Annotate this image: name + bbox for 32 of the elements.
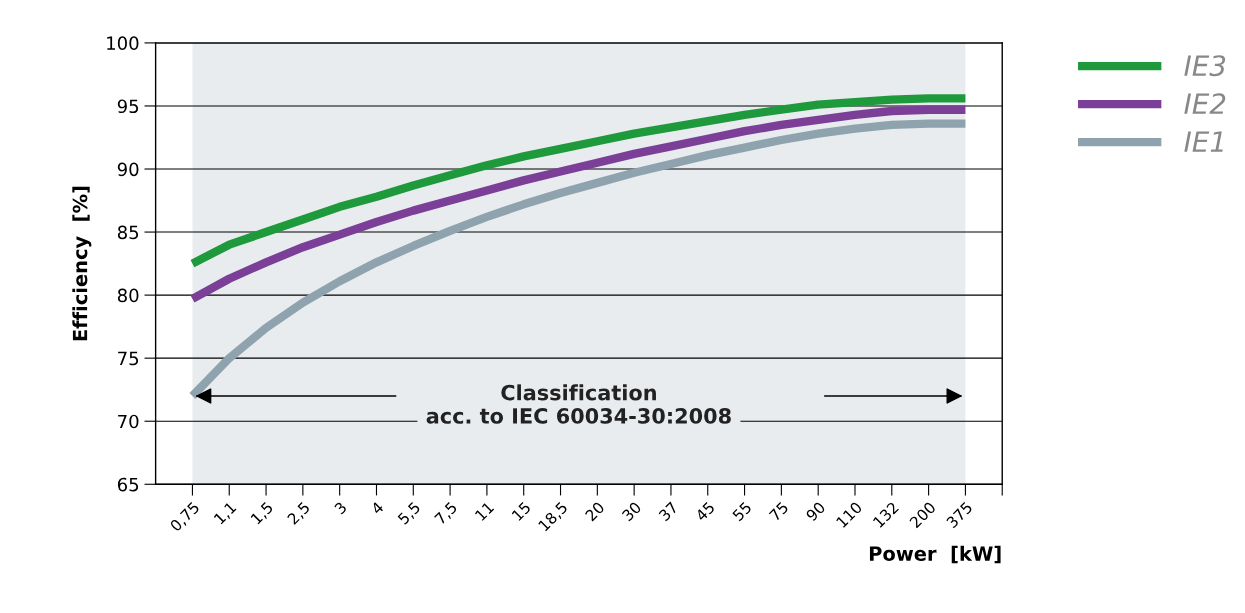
- x-tick-label: 75: [768, 501, 789, 522]
- y-tick-label: 100: [107, 36, 139, 51]
- y-tick-label: 95: [117, 99, 139, 114]
- x-tick-label: 90: [805, 501, 826, 522]
- x-tick-label: 20: [584, 501, 605, 522]
- x-tick-label: 3: [333, 501, 348, 515]
- legend-label: IE2: [1184, 93, 1226, 114]
- legend-label: IE1: [1184, 131, 1223, 152]
- x-tick-label: 7,5: [434, 501, 459, 526]
- y-tick-label: 90: [117, 162, 139, 177]
- x-tick-label: 132: [872, 501, 900, 529]
- y-tick-label: 75: [118, 351, 139, 366]
- x-tick-label: 37: [658, 501, 679, 522]
- x-tick-label: 15: [511, 501, 532, 522]
- x-tick-label: 1,5: [250, 501, 275, 526]
- y-axis-title: Efficiency [%]: [72, 186, 92, 341]
- x-tick-label: 1,1: [213, 501, 238, 526]
- x-tick-label: 55: [731, 501, 752, 522]
- x-tick-label: 2,5: [286, 501, 312, 527]
- annotation: Classification acc. to IEC 60034-30:2008: [426, 384, 731, 424]
- x-tick-label: 11: [474, 501, 495, 522]
- x-tick-label: 45: [694, 501, 716, 522]
- x-tick-label: 110: [835, 501, 863, 529]
- y-tick-label: 80: [117, 288, 139, 303]
- x-axis-title: Power [kW]: [869, 545, 1001, 564]
- y-tick-label: 70: [118, 414, 139, 429]
- y-tick-label: 85: [117, 225, 139, 240]
- y-tick-label: 65: [117, 477, 139, 492]
- x-tick-label: 30: [621, 501, 642, 522]
- x-tick-label: 5,5: [397, 501, 422, 527]
- legend-label: IE3: [1184, 55, 1226, 77]
- x-tick-label: 4: [370, 501, 385, 515]
